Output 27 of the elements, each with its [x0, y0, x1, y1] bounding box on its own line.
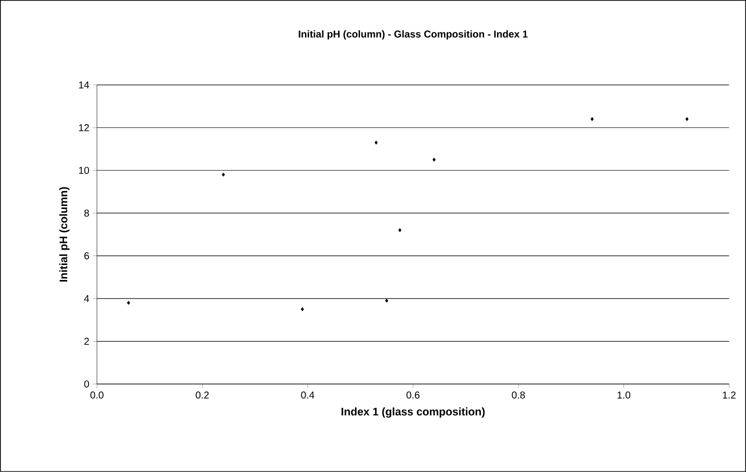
y-tick-label: 8: [84, 210, 89, 217]
y-tick-label: 10: [79, 166, 90, 174]
point: [374, 140, 378, 145]
x-tick-label: 0.0: [90, 392, 104, 399]
y-tick-label: 12: [79, 124, 89, 132]
x-tick-label: 1.0: [618, 392, 630, 399]
point: [590, 117, 594, 122]
x-tick-label: 0.6: [406, 392, 420, 399]
x-axis-title: Index 1 (glass composition): [342, 407, 485, 418]
y-tick-label: 4: [84, 295, 90, 302]
point: [126, 300, 130, 305]
y-tick-label: 6: [84, 252, 89, 260]
point: [685, 117, 689, 122]
y-tick-label: 14: [79, 82, 90, 88]
point: [398, 228, 402, 232]
y-tick-label: 2: [84, 338, 89, 345]
point: [385, 298, 388, 303]
point: [222, 172, 225, 177]
chart-title: Initial pH (column) - Glass Composition - Index 1: [298, 30, 528, 40]
point: [432, 158, 436, 162]
x-tick-label: 0.4: [301, 392, 314, 399]
x-tick-label: 1.2: [722, 392, 736, 399]
x-tick-label: 0.2: [196, 392, 209, 399]
point: [300, 307, 304, 312]
y-axis-title: Initial pH (column): [59, 187, 70, 282]
x-tick-label: 0.8: [512, 392, 525, 399]
y-tick-label: 0: [84, 380, 90, 388]
